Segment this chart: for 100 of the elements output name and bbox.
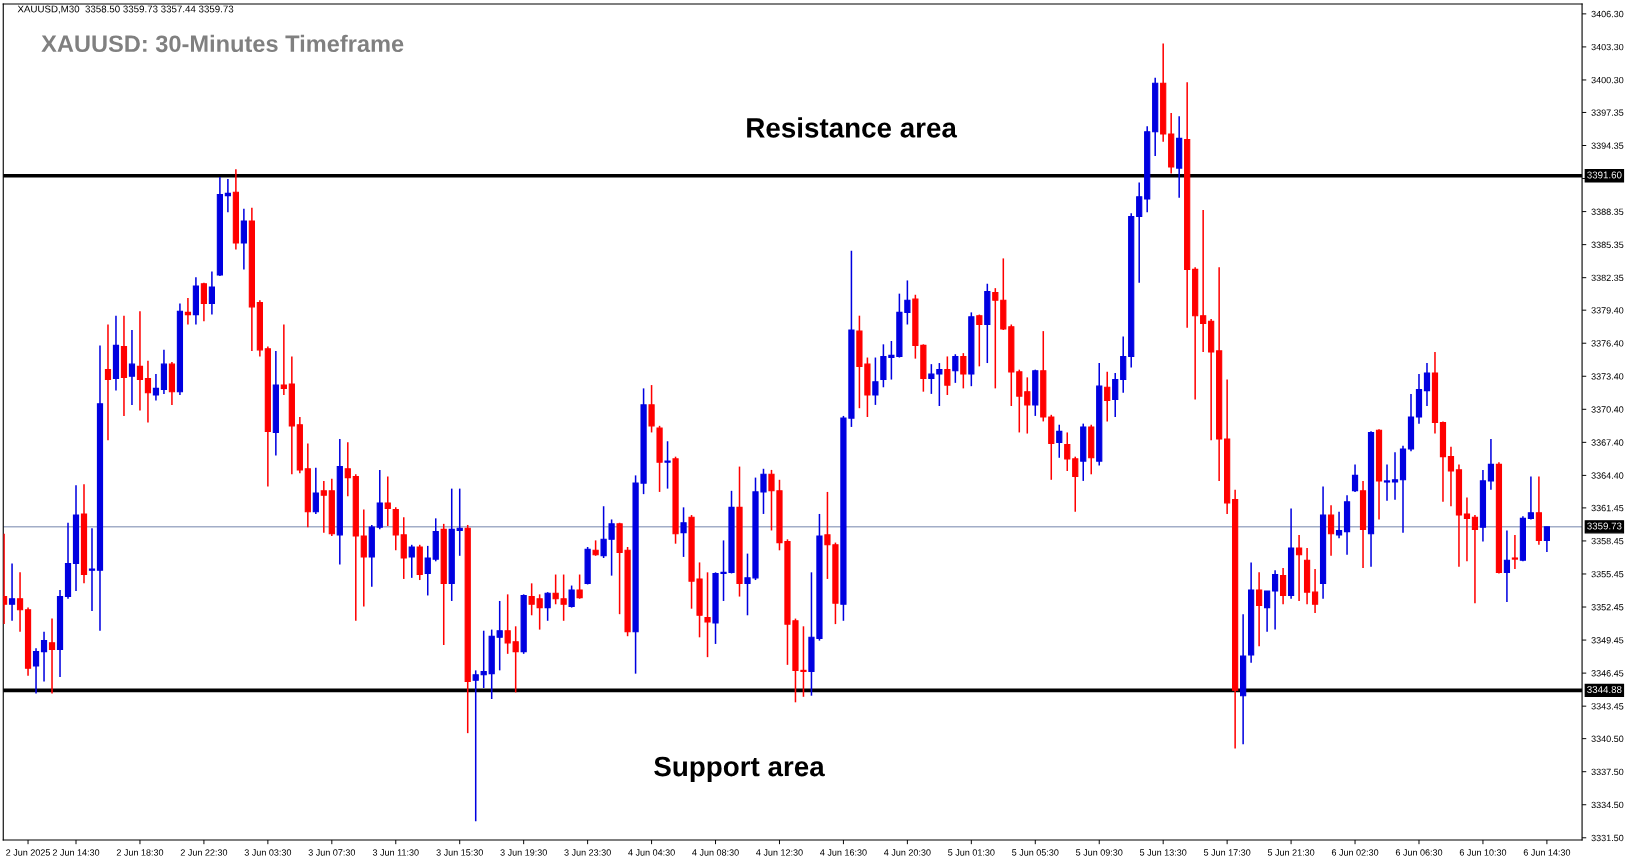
y-tick-label: 3373.40 [1591, 373, 1624, 380]
y-tick-label: 3349.45 [1591, 637, 1624, 644]
candlestick [1200, 209, 1207, 353]
candlestick [944, 355, 951, 396]
candlestick [704, 571, 711, 658]
ref-line-label: 3391.60 [1587, 171, 1622, 179]
candlestick [1335, 510, 1343, 539]
candlestick [1463, 496, 1471, 563]
y-tick-label: 3403.30 [1591, 43, 1624, 51]
candlestick [1271, 569, 1279, 631]
candlestick [1311, 568, 1319, 614]
candlestick [576, 573, 583, 600]
x-tick-label: 5 Jun 17:30 [1203, 849, 1251, 856]
y-tick-label: 3364.40 [1591, 472, 1624, 479]
ref-line-label: 3344.88 [1587, 686, 1622, 694]
y-tick-label: 3406.30 [1591, 10, 1624, 18]
y-tick-label: 3367.40 [1591, 439, 1624, 446]
candlestick [952, 353, 959, 384]
y-tick-label: 3337.50 [1591, 768, 1624, 776]
candlestick [1104, 371, 1111, 423]
x-tick-label: 3 Jun 19:30 [500, 849, 547, 856]
x-tick-label: 2 Jun 22:30 [180, 849, 228, 856]
x-tick-label: 3 Jun 15:30 [436, 849, 483, 856]
candlestick [360, 508, 367, 608]
ref-line-label: 3359.73 [1587, 522, 1622, 530]
y-tick-label: 3376.40 [1591, 340, 1624, 347]
x-tick-label: 3 Jun 23:30 [564, 849, 611, 856]
candlestick [280, 323, 287, 396]
y-tick-label: 3340.50 [1591, 735, 1624, 743]
y-tick-label: 3394.35 [1591, 142, 1624, 149]
x-tick-label: 5 Jun 01:30 [948, 849, 995, 856]
x-tick-label: 6 Jun 02:30 [1331, 849, 1379, 856]
y-tick-label: 3385.35 [1591, 241, 1624, 248]
x-tick-label: 4 Jun 08:30 [692, 849, 739, 856]
candlestick [1064, 431, 1071, 472]
x-tick-label: 4 Jun 04:30 [628, 849, 675, 856]
candlestick [1527, 475, 1535, 521]
y-tick-label: 3397.35 [1591, 109, 1624, 116]
x-tick-label: 5 Jun 21:30 [1267, 849, 1315, 856]
x-tick-label: 6 Jun 06:30 [1395, 849, 1443, 856]
candlestick [1056, 423, 1063, 459]
y-tick-label: 3370.40 [1591, 406, 1624, 413]
candlestick [1072, 455, 1079, 513]
candlestick [1423, 362, 1431, 407]
candlestick [312, 466, 319, 515]
candlestick [680, 506, 687, 558]
x-tick-label: 3 Jun 11:30 [372, 849, 419, 856]
candlestick [568, 584, 575, 609]
candlestick [320, 480, 327, 534]
x-tick-label: 2 Jun 2025 [6, 849, 50, 856]
candlestick [648, 384, 655, 434]
y-tick-label: 3331.50 [1591, 834, 1624, 842]
candlestick [1327, 504, 1335, 557]
candlestick [104, 323, 112, 441]
y-tick-label: 3334.50 [1591, 801, 1624, 809]
x-tick-label: 4 Jun 16:30 [820, 849, 867, 856]
candlestick [1447, 445, 1455, 508]
candlestick [184, 297, 192, 326]
candlestick [128, 329, 136, 406]
candlestick [136, 310, 144, 412]
x-tick-label: 2 Jun 14:30 [52, 849, 100, 856]
candlestick [152, 373, 160, 402]
candlestick [240, 208, 247, 271]
y-tick-label: 3361.45 [1591, 504, 1624, 512]
candlestick [1543, 526, 1551, 553]
text: XAUUSD: 30-Minutes Timeframe [41, 34, 404, 53]
candlestick [8, 562, 16, 622]
candlestick [16, 571, 24, 633]
candlestick [544, 591, 551, 622]
y-tick-label: 3400.30 [1591, 76, 1624, 84]
y-tick-label: 3379.40 [1591, 307, 1624, 314]
candlestick [1351, 463, 1359, 493]
candlestick [200, 281, 208, 322]
x-tick-label: 6 Jun 10:30 [1459, 849, 1507, 856]
y-tick-label: 3382.35 [1591, 274, 1624, 282]
candlestick [1471, 514, 1479, 604]
candlestick [400, 516, 407, 580]
candlestick [32, 647, 40, 695]
candlestick [976, 313, 983, 368]
candlestick [88, 527, 96, 612]
y-tick-label: 3343.45 [1591, 703, 1624, 710]
candlestick [40, 631, 48, 683]
x-tick-label: 3 Jun 07:30 [308, 849, 356, 856]
candlestick [456, 487, 463, 557]
candlestick [960, 352, 967, 390]
candlestick [384, 475, 391, 527]
candlestick [408, 544, 415, 579]
candlestick [1120, 335, 1127, 394]
x-tick-label: 3 Jun 03:30 [244, 849, 292, 856]
candlestick [144, 360, 152, 424]
candlestick [872, 356, 879, 406]
candlestick [1511, 534, 1519, 570]
candlestick [1263, 590, 1271, 633]
x-tick-label: 5 Jun 13:30 [1139, 849, 1187, 856]
x-tick-label: 6 Jun 14:30 [1523, 849, 1571, 856]
x-tick-label: 2 Jun 18:30 [116, 849, 164, 856]
y-tick-label: 3358.45 [1591, 537, 1624, 545]
candlestick [1112, 372, 1119, 418]
candlestick [664, 440, 671, 490]
y-tick-label: 3352.45 [1591, 603, 1624, 611]
